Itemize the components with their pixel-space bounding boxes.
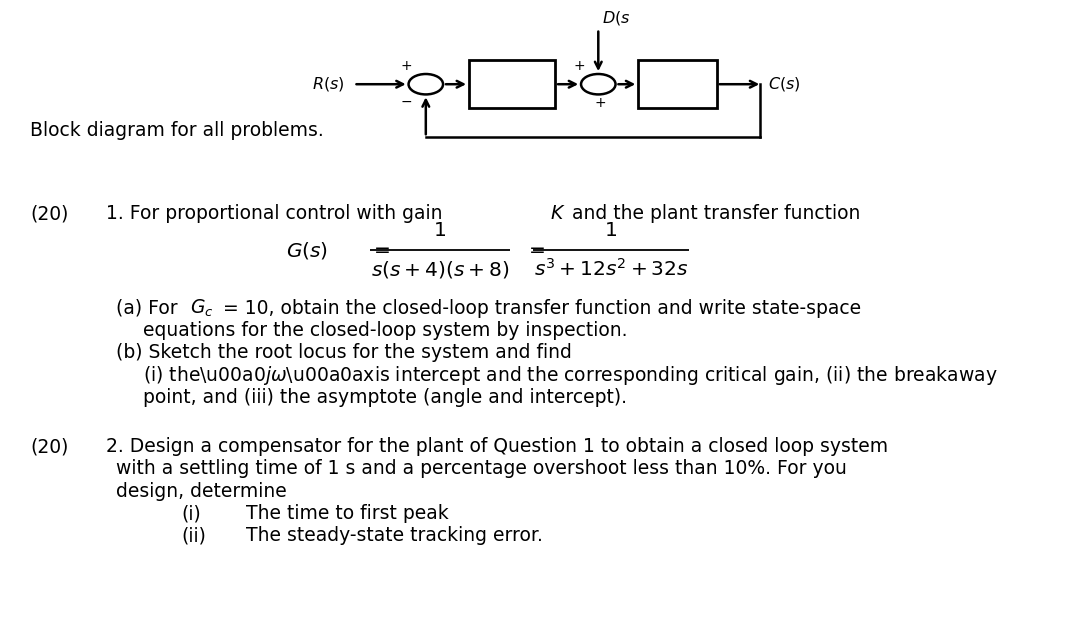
- Text: (20): (20): [30, 204, 69, 223]
- Text: +: +: [573, 59, 584, 73]
- Text: The time to first peak: The time to first peak: [246, 504, 448, 523]
- Text: $s(s+4)(s+8)$: $s(s+4)(s+8)$: [371, 259, 509, 279]
- Text: (i): (i): [181, 504, 201, 523]
- Text: $s^3+12s^2+32s$: $s^3+12s^2+32s$: [534, 258, 689, 280]
- Text: $R(s)$: $R(s)$: [313, 75, 345, 93]
- Text: (i) the\u00a0$j\omega$\u00a0axis intercept and the corresponding critical gain, : (i) the\u00a0$j\omega$\u00a0axis interce…: [143, 364, 998, 387]
- Text: equations for the closed-loop system by inspection.: equations for the closed-loop system by …: [143, 321, 627, 340]
- Text: with a settling time of 1 s and a percentage overshoot less than 10%. For you: with a settling time of 1 s and a percen…: [116, 459, 847, 478]
- Text: 1. For proportional control with gain: 1. For proportional control with gain: [106, 204, 454, 223]
- Text: point, and (iii) the asymptote (angle and intercept).: point, and (iii) the asymptote (angle an…: [143, 388, 627, 407]
- Text: $G(s)$: $G(s)$: [286, 240, 328, 260]
- Bar: [638, 60, 717, 108]
- Text: (b) Sketch the root locus for the system and find: (b) Sketch the root locus for the system…: [116, 343, 572, 362]
- Text: and the plant transfer function: and the plant transfer function: [566, 204, 860, 223]
- Text: $D(s$: $D(s$: [602, 9, 630, 27]
- Text: $G$: $G$: [671, 76, 685, 93]
- Text: design, determine: design, determine: [116, 482, 287, 501]
- Text: +: +: [401, 59, 412, 73]
- Text: 2. Design a compensator for the plant of Question 1 to obtain a closed loop syst: 2. Design a compensator for the plant of…: [106, 437, 888, 456]
- Text: $C(s)$: $C(s)$: [768, 75, 800, 93]
- Text: $K$: $K$: [550, 205, 565, 223]
- Text: (ii): (ii): [181, 526, 206, 545]
- Text: −: −: [401, 95, 412, 109]
- Text: The steady-state tracking error.: The steady-state tracking error.: [246, 526, 542, 545]
- Text: =: =: [374, 241, 391, 260]
- Text: +: +: [595, 96, 606, 110]
- Text: = 10, obtain the closed-loop transfer function and write state-space: = 10, obtain the closed-loop transfer fu…: [217, 299, 861, 318]
- Text: $G_c$: $G_c$: [190, 297, 213, 319]
- Text: 1: 1: [605, 221, 618, 241]
- Text: =: =: [528, 241, 545, 260]
- Bar: [469, 60, 555, 108]
- Text: 1: 1: [433, 221, 446, 241]
- Text: $G_c$: $G_c$: [501, 74, 523, 94]
- Text: (20): (20): [30, 437, 69, 456]
- Text: (a) For: (a) For: [116, 299, 184, 318]
- Text: Block diagram for all problems.: Block diagram for all problems.: [30, 121, 323, 140]
